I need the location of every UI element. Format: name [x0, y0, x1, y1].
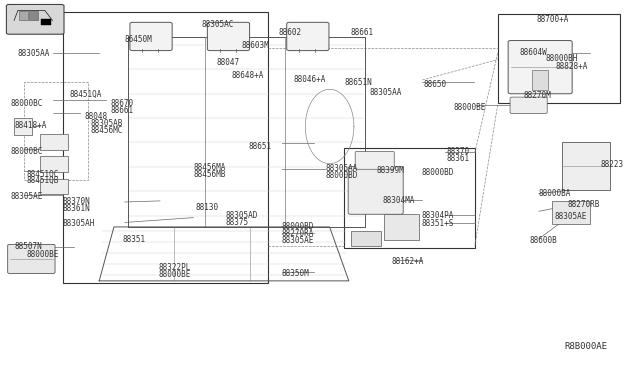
- Text: 88000BE: 88000BE: [453, 103, 486, 112]
- Text: 88648+A: 88648+A: [232, 71, 264, 80]
- Text: 88305AA: 88305AA: [18, 49, 51, 58]
- Text: 88651N: 88651N: [344, 78, 372, 87]
- Bar: [40, 179, 68, 194]
- Bar: [498, 14, 620, 103]
- Text: 88361N: 88361N: [63, 204, 90, 213]
- Text: 88000BD: 88000BD: [325, 171, 358, 180]
- Text: 88351+S: 88351+S: [421, 219, 454, 228]
- Text: 88828+A: 88828+A: [556, 62, 588, 71]
- Text: 88000BC: 88000BC: [10, 147, 43, 156]
- Text: 88399M: 88399M: [376, 166, 404, 175]
- Text: 88700+A: 88700+A: [536, 15, 569, 24]
- Text: 88418+A: 88418+A: [14, 121, 47, 130]
- Text: 88305AH: 88305AH: [63, 219, 95, 228]
- Bar: [40, 156, 68, 172]
- Bar: [344, 148, 475, 248]
- Text: 88451QC: 88451QC: [27, 170, 60, 179]
- Text: 88000BD: 88000BD: [282, 222, 314, 231]
- Bar: [384, 214, 419, 240]
- Text: 88650: 88650: [424, 80, 447, 89]
- Bar: [41, 19, 51, 25]
- FancyBboxPatch shape: [130, 22, 172, 51]
- Text: 88451QB: 88451QB: [27, 176, 60, 185]
- Text: 88305AA: 88305AA: [325, 164, 358, 173]
- Text: 88000BA: 88000BA: [539, 189, 572, 198]
- Text: 88351: 88351: [123, 235, 146, 244]
- FancyBboxPatch shape: [287, 22, 329, 51]
- Bar: [40, 134, 68, 150]
- Text: 88270RA: 88270RA: [282, 229, 314, 238]
- Text: 88270M: 88270M: [524, 92, 551, 100]
- Text: 88670: 88670: [111, 99, 134, 108]
- Text: 88456MC: 88456MC: [91, 126, 124, 135]
- Bar: [29, 11, 38, 20]
- FancyBboxPatch shape: [6, 4, 64, 34]
- Text: 88000BH: 88000BH: [545, 54, 578, 63]
- Text: 88603M: 88603M: [242, 41, 269, 50]
- Text: 88305AE: 88305AE: [282, 236, 314, 245]
- Text: 88305AD: 88305AD: [225, 211, 258, 220]
- Text: 88661: 88661: [111, 106, 134, 115]
- Text: 88370: 88370: [447, 147, 470, 156]
- Text: 88270RB: 88270RB: [568, 200, 600, 209]
- Text: 88602: 88602: [278, 28, 301, 37]
- Text: 88130: 88130: [195, 203, 218, 212]
- Text: 88370N: 88370N: [63, 198, 90, 206]
- Text: 88322PL: 88322PL: [159, 263, 191, 272]
- Bar: [552, 201, 590, 224]
- FancyBboxPatch shape: [355, 151, 394, 169]
- Bar: [351, 231, 381, 246]
- Text: 88456MB: 88456MB: [193, 170, 226, 179]
- Text: 88604W: 88604W: [520, 48, 547, 57]
- Text: 88048: 88048: [84, 112, 108, 121]
- Text: 88304PA: 88304PA: [421, 211, 454, 219]
- Text: 86450M: 86450M: [125, 35, 152, 44]
- Text: 88305AB: 88305AB: [91, 119, 124, 128]
- Text: 88304MA: 88304MA: [383, 196, 415, 205]
- Text: 88223: 88223: [600, 160, 623, 169]
- Bar: [14, 118, 32, 135]
- Text: 88350M: 88350M: [282, 269, 309, 278]
- Text: 88046+A: 88046+A: [293, 75, 326, 84]
- Text: 88000BE: 88000BE: [159, 270, 191, 279]
- Bar: [19, 11, 28, 20]
- Text: 88375: 88375: [225, 218, 248, 227]
- Bar: [562, 142, 610, 190]
- FancyBboxPatch shape: [207, 22, 250, 51]
- Text: 88000BC: 88000BC: [10, 99, 43, 108]
- Text: 88305AC: 88305AC: [202, 20, 234, 29]
- Bar: [63, 12, 268, 283]
- Text: 88507N: 88507N: [14, 242, 42, 251]
- Text: 88305AE: 88305AE: [10, 192, 43, 201]
- Text: 88047: 88047: [216, 58, 239, 67]
- FancyBboxPatch shape: [8, 244, 55, 273]
- Text: 88162+A: 88162+A: [392, 257, 424, 266]
- Text: 88661: 88661: [351, 28, 374, 37]
- Text: 88456MA: 88456MA: [193, 163, 226, 172]
- FancyBboxPatch shape: [510, 97, 547, 113]
- Text: 88000BE: 88000BE: [27, 250, 60, 259]
- Text: 88600B: 88600B: [529, 236, 557, 245]
- FancyBboxPatch shape: [508, 41, 572, 94]
- Text: 88361: 88361: [447, 154, 470, 163]
- Text: 88000BD: 88000BD: [421, 168, 454, 177]
- Text: 88305AE: 88305AE: [555, 212, 588, 221]
- Bar: [532, 70, 548, 90]
- Text: 88305AA: 88305AA: [370, 88, 403, 97]
- FancyBboxPatch shape: [348, 167, 403, 214]
- Text: 88651: 88651: [248, 142, 271, 151]
- Text: 88451QA: 88451QA: [69, 90, 102, 99]
- Text: R8B000AE: R8B000AE: [564, 342, 607, 351]
